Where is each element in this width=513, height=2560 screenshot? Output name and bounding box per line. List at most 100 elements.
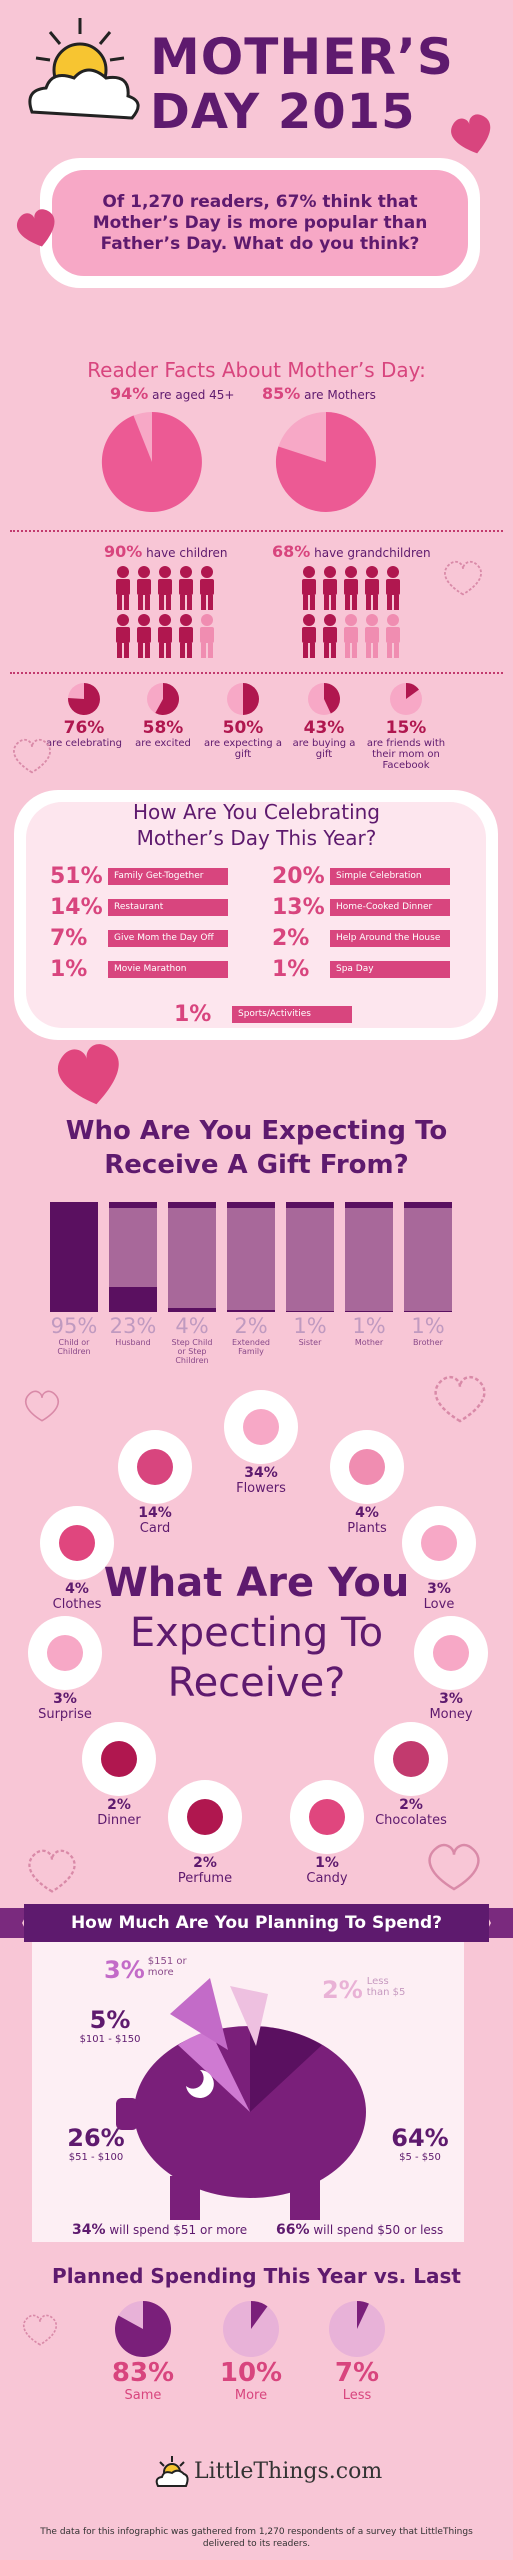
header: MOTHER’S DAY 2015 xyxy=(0,0,513,160)
chocolates-icon xyxy=(374,1722,448,1796)
receive-label: 2% Dinner xyxy=(74,1798,164,1829)
receive-item-label: Surprise xyxy=(38,1707,92,1722)
person-icon xyxy=(365,614,379,658)
planned-item: 7% Less xyxy=(322,2300,392,2403)
divider xyxy=(10,530,503,532)
receive-label: 3% Love xyxy=(394,1582,484,1613)
spend-s3-pct: 5% xyxy=(89,2006,131,2034)
planned-label: More xyxy=(234,2388,268,2403)
gift-column: 2% Extended Family xyxy=(227,1202,275,1365)
spend-more-pct: 34% xyxy=(72,2222,106,2238)
spend-s5-label: $5 - $50 xyxy=(399,2152,441,2163)
reader-facts-heading: Reader Facts About Mother’s Day: xyxy=(87,358,426,382)
celebrate-row: 14% Restaurant xyxy=(50,895,228,920)
gift-label: Mother xyxy=(354,1338,384,1347)
person-icon xyxy=(302,566,316,610)
planned-pct: 10% xyxy=(219,2358,283,2388)
perfume-icon xyxy=(168,1780,242,1854)
spend-more: 34% will spend $51 or more xyxy=(72,2222,247,2238)
receive-item-label: Flowers xyxy=(236,1481,286,1496)
card-icon-shape xyxy=(137,1449,173,1485)
children-text: have children xyxy=(146,546,228,560)
celebrating-heading-2: Mother’s Day This Year? xyxy=(136,826,377,850)
celebrate-row: 1% Movie Marathon xyxy=(50,957,228,982)
pie-aged xyxy=(101,412,202,512)
planned-pie xyxy=(115,2301,171,2357)
celebrate-pct: 20% xyxy=(272,864,325,889)
heart-icon xyxy=(57,1044,119,1105)
gift-label: Husband xyxy=(115,1338,151,1347)
gift-bar-cap xyxy=(168,1202,216,1208)
spend-s4-label: $51 - $100 xyxy=(68,2152,124,2163)
receive-item-label: Clothes xyxy=(52,1597,102,1612)
fact-pct: 15% xyxy=(385,718,427,738)
person-icon xyxy=(386,566,400,610)
receive-item-label: Money xyxy=(429,1707,473,1722)
dinner-icon-shape xyxy=(101,1741,137,1777)
aged-stat: 94% are aged 45+ xyxy=(110,384,234,403)
celebrate-label: Movie Marathon xyxy=(108,961,228,978)
celebrate-pct: 14% xyxy=(50,895,103,920)
subtitle-banner: Of 1,270 readers, 67% think that Mother’… xyxy=(40,158,480,288)
fact-stat: 15% are friends with their mom on Faceboo… xyxy=(366,682,446,771)
spend-s4-pct: 26% xyxy=(67,2124,125,2152)
gift-bar xyxy=(168,1202,216,1312)
mothers-stat: 85% are Mothers xyxy=(262,384,376,403)
gift-pct: 1% xyxy=(293,1314,327,1338)
planned-pie xyxy=(329,2301,385,2357)
heart-icon xyxy=(16,209,55,247)
person-icon xyxy=(365,566,379,610)
page-title-line2: DAY 2015 xyxy=(150,84,416,140)
person-icon xyxy=(323,614,337,658)
aged-pct: 94% xyxy=(110,384,149,403)
piggy-bank-chart xyxy=(116,1978,366,2220)
celebrate-label: Give Mom the Day Off xyxy=(108,930,228,947)
person-icon xyxy=(116,566,130,610)
surprise-icon-shape xyxy=(47,1635,83,1671)
gift-bar-cap xyxy=(50,1202,98,1208)
love-icon xyxy=(402,1506,476,1580)
receive-pct: 4% xyxy=(65,1581,89,1597)
gift-pct: 1% xyxy=(411,1314,445,1338)
person-icon xyxy=(137,566,151,610)
receive-pct: 3% xyxy=(439,1691,463,1707)
gift-label: Brother xyxy=(413,1338,443,1347)
plant-icon xyxy=(330,1430,404,1504)
fact-pie xyxy=(390,683,422,715)
receive-item-label: Plants xyxy=(347,1521,387,1536)
fact-label: are excited xyxy=(135,738,191,749)
receive-item-label: Chocolates xyxy=(375,1813,447,1828)
celebrate-pct: 7% xyxy=(50,926,88,951)
gift-column: 1% Mother xyxy=(345,1202,393,1365)
heart-outline-icon xyxy=(444,560,482,596)
spend-s5-pct: 64% xyxy=(391,2124,449,2152)
gift-label: Extended Family xyxy=(232,1338,270,1356)
gift-column: 1% Brother xyxy=(404,1202,452,1365)
spend-ribbon: How Much Are You Planning To Spend? xyxy=(0,1904,513,1942)
planned-heading: Planned Spending This Year vs. Last xyxy=(52,2264,461,2288)
gift-column: 1% Sister xyxy=(286,1202,334,1365)
spend-more-text: will spend $51 or more xyxy=(109,2223,248,2237)
celebrate-pct: 1% xyxy=(50,957,88,982)
fact-stat: 58% are excited xyxy=(123,682,203,749)
fact-pct: 50% xyxy=(222,718,264,738)
gift-bar-cap xyxy=(404,1202,452,1208)
receive-label: 2% Chocolates xyxy=(366,1798,456,1829)
divider xyxy=(10,672,503,674)
fact-pie xyxy=(308,683,340,715)
fact-pie xyxy=(68,683,100,715)
person-icon xyxy=(179,614,193,658)
spend-less-pct: 66% xyxy=(276,2222,310,2238)
spend-s3: 5% $101 - $150 xyxy=(70,2006,150,2045)
spend-s1: 3% $151 or more xyxy=(104,1956,194,1984)
receive-pct: 34% xyxy=(244,1465,278,1481)
love-icon-shape xyxy=(421,1525,457,1561)
receive-item-label: Candy xyxy=(306,1871,348,1886)
gift-column: 23% Husband xyxy=(109,1202,157,1365)
receive-label: 3% Surprise xyxy=(20,1692,110,1723)
spend-s1-pct: 3% xyxy=(104,1956,145,1984)
receive-item-label: Card xyxy=(139,1521,171,1536)
receive-label: 14% Card xyxy=(110,1506,200,1537)
gift-bar-fill xyxy=(50,1207,98,1312)
receive-heading-1: What Are You xyxy=(103,1560,410,1606)
